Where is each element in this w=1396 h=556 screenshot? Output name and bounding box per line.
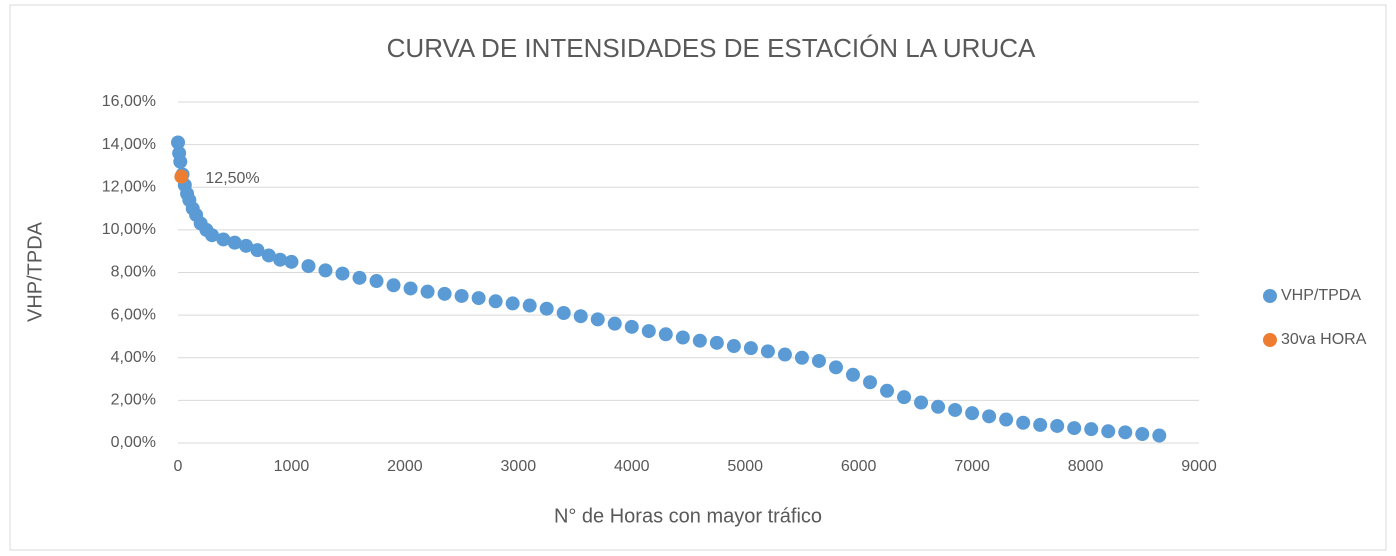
point — [982, 409, 997, 424]
data-label: 12,50% — [205, 170, 259, 187]
chart-frame — [9, 4, 1387, 551]
point — [239, 238, 254, 253]
point — [437, 286, 452, 301]
point — [369, 274, 384, 289]
point — [965, 406, 980, 421]
point — [999, 412, 1014, 427]
point — [777, 347, 792, 362]
point — [863, 375, 878, 390]
point — [726, 339, 741, 354]
x-tick-label: 1000 — [274, 458, 310, 475]
legend-marker — [1263, 333, 1277, 347]
point — [1152, 428, 1167, 443]
point — [931, 399, 946, 414]
point — [675, 330, 690, 345]
point — [914, 395, 929, 410]
point — [318, 263, 333, 278]
point — [1050, 418, 1065, 433]
point — [590, 312, 605, 327]
point — [227, 235, 242, 250]
point — [1084, 422, 1099, 437]
point — [173, 154, 188, 169]
point — [658, 327, 673, 342]
legend-label: VHP/TPDA — [1281, 287, 1361, 304]
point — [488, 294, 503, 309]
point — [284, 254, 299, 269]
point — [471, 291, 486, 306]
point — [301, 259, 316, 274]
point — [335, 266, 350, 281]
point — [171, 135, 185, 150]
y-tick-label: 16,00% — [102, 93, 156, 110]
point — [539, 301, 554, 316]
x-tick-label: 4000 — [614, 458, 650, 475]
x-axis-title: N° de Horas con mayor tráfico — [554, 505, 822, 527]
point — [1067, 421, 1082, 436]
x-tick-label: 9000 — [1181, 458, 1217, 475]
point — [205, 228, 220, 243]
point — [1033, 417, 1048, 432]
point — [897, 390, 912, 405]
point — [845, 367, 860, 382]
y-tick-label: 6,00% — [111, 306, 156, 323]
point — [273, 252, 288, 267]
point — [386, 278, 401, 293]
point — [760, 344, 775, 359]
y-tick-label: 10,00% — [102, 221, 156, 238]
point — [352, 270, 367, 285]
point — [420, 284, 435, 299]
point — [743, 341, 758, 356]
y-tick-label: 14,00% — [102, 136, 156, 153]
point — [641, 324, 656, 339]
point — [505, 296, 520, 311]
y-tick-label: 2,00% — [111, 392, 156, 409]
y-tick-label: 4,00% — [111, 349, 156, 366]
point — [522, 298, 537, 313]
point — [880, 383, 895, 398]
point — [454, 288, 469, 303]
point — [692, 333, 707, 348]
y-axis-title: VHP/TPDA — [24, 221, 46, 322]
point — [811, 353, 826, 368]
point — [1016, 415, 1031, 430]
y-tick-label: 8,00% — [111, 264, 156, 281]
point — [607, 316, 622, 331]
x-tick-label: 0 — [174, 458, 183, 475]
point — [174, 169, 189, 184]
point — [216, 232, 231, 247]
x-tick-label: 5000 — [727, 458, 763, 475]
legend-marker — [1263, 289, 1277, 303]
point — [556, 305, 571, 320]
y-tick-label: 12,00% — [102, 178, 156, 195]
point — [948, 402, 963, 417]
point — [250, 243, 265, 258]
point — [709, 335, 724, 350]
x-tick-label: 6000 — [841, 458, 877, 475]
x-tick-label: 8000 — [1068, 458, 1104, 475]
point — [1135, 427, 1150, 442]
x-tick-label: 7000 — [954, 458, 990, 475]
point — [1118, 425, 1133, 440]
x-tick-label: 2000 — [387, 458, 423, 475]
point — [828, 360, 843, 375]
chart-title: CURVA DE INTENSIDADES DE ESTACIÓN LA URU… — [387, 33, 1036, 63]
point — [1101, 424, 1116, 439]
y-tick-label: 0,00% — [111, 434, 156, 451]
point — [403, 281, 418, 296]
point — [624, 319, 639, 334]
point — [261, 248, 276, 263]
point — [794, 350, 809, 365]
legend-label: 30va HORA — [1281, 331, 1367, 348]
point — [573, 309, 588, 324]
x-tick-label: 3000 — [501, 458, 537, 475]
